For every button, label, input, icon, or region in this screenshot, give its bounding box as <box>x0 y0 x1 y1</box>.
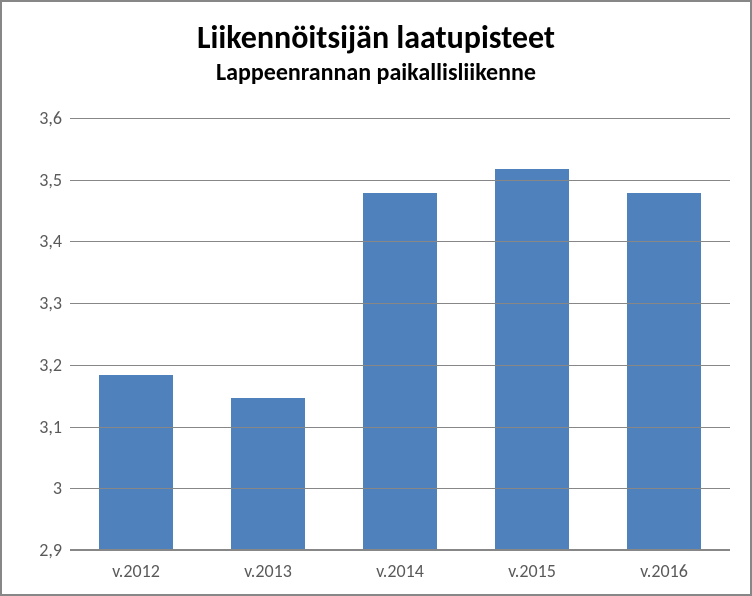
bar <box>627 193 701 550</box>
x-tick-label: v.2015 <box>508 560 556 582</box>
y-tick-label: 3 <box>53 477 62 499</box>
x-tick-label: v.2016 <box>640 560 688 582</box>
bar <box>495 169 569 550</box>
y-tick-label: 2,9 <box>39 539 62 561</box>
chart-container: Liikennöitsijän laatupisteet Lappeenrann… <box>0 0 752 596</box>
gridline <box>70 550 730 551</box>
chart-title-sub: Lappeenrannan paikallisliikenne <box>2 59 750 87</box>
bar <box>99 375 173 550</box>
gridline <box>70 427 730 428</box>
plot-area: 2,933,13,23,33,43,53,6v.2012v.2013v.2014… <box>70 118 730 550</box>
y-tick-label: 3,2 <box>39 354 62 376</box>
gridline <box>70 180 730 181</box>
y-tick-label: 3,3 <box>39 292 62 314</box>
y-tick-label: 3,1 <box>39 416 62 438</box>
gridline <box>70 241 730 242</box>
bar <box>363 193 437 550</box>
y-tick-label: 3,5 <box>39 169 62 191</box>
chart-title-main: Liikennöitsijän laatupisteet <box>2 20 750 57</box>
gridline <box>70 118 730 119</box>
chart-title-block: Liikennöitsijän laatupisteet Lappeenrann… <box>2 20 750 86</box>
x-tick-label: v.2012 <box>112 560 160 582</box>
x-tick-label: v.2014 <box>376 560 424 582</box>
x-tick-label: v.2013 <box>244 560 292 582</box>
y-tick-label: 3,6 <box>39 107 62 129</box>
bar <box>231 398 305 550</box>
gridline <box>70 488 730 489</box>
gridline <box>70 365 730 366</box>
bars-layer <box>70 118 730 550</box>
y-tick-label: 3,4 <box>39 230 62 252</box>
gridline <box>70 303 730 304</box>
